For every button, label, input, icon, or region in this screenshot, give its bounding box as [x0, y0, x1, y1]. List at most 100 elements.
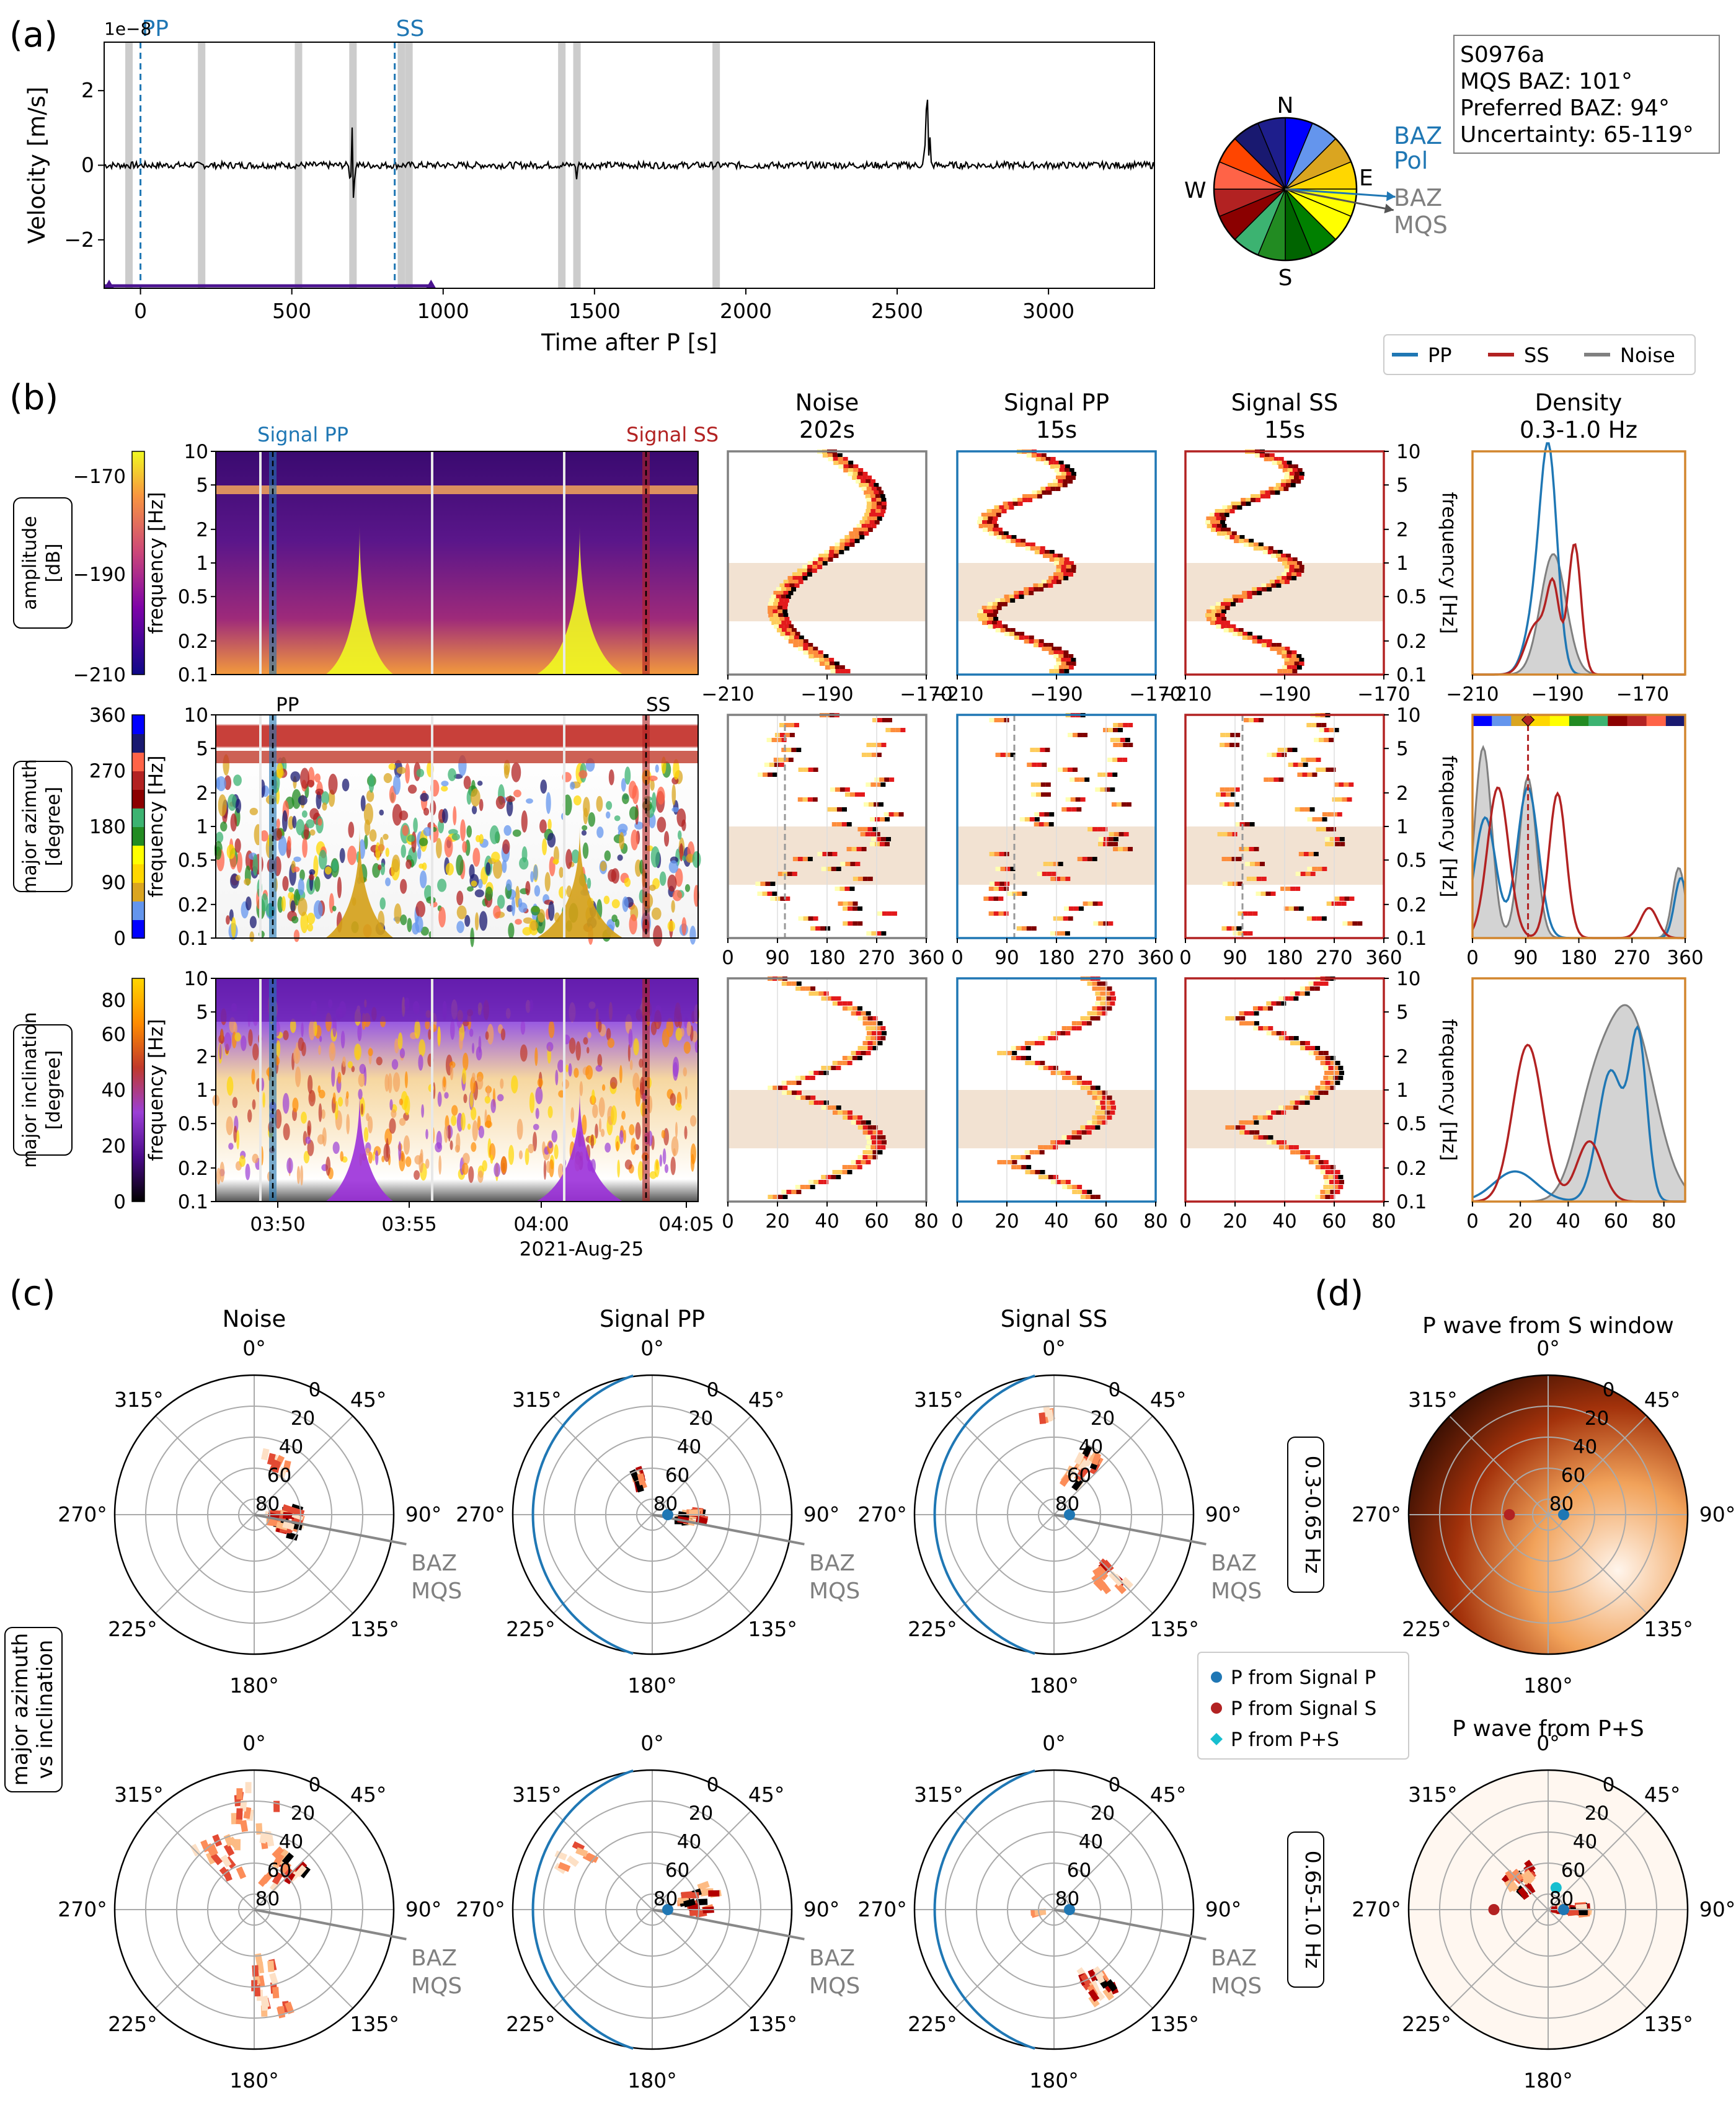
- freq-axis-label: frequency [Hz]: [1438, 755, 1460, 897]
- hist-cell: [1281, 1140, 1286, 1145]
- inclination-blob: [414, 1019, 420, 1039]
- freq-tick-label: 1: [196, 816, 208, 838]
- azimuth-blob: [692, 851, 701, 868]
- hist-cell: [843, 901, 848, 906]
- hist-cell: [861, 847, 867, 851]
- hist-cell: [1323, 981, 1329, 986]
- polar-rim: [113, 1374, 395, 1655]
- hist-cell: [1292, 748, 1298, 752]
- hist-cell: [1299, 569, 1304, 573]
- polar-rim: [1407, 1769, 1689, 2050]
- azimuth-blob: [290, 771, 301, 782]
- hist-cell: [827, 453, 833, 458]
- polar-cell: [1076, 1456, 1086, 1469]
- inclination-blob: [319, 1035, 322, 1042]
- hist-cell: [1293, 1145, 1299, 1149]
- inclination-blob: [586, 1047, 590, 1054]
- hist-cell: [805, 986, 811, 991]
- hist-cell: [875, 782, 881, 787]
- hist-cell: [1299, 658, 1304, 662]
- series-legend: PP SS Noise: [1383, 334, 1696, 375]
- azimuth-blob: [220, 822, 228, 832]
- hist-cell: [773, 1086, 778, 1090]
- inclination-blob: [516, 1118, 523, 1140]
- inclination-blob: [241, 1035, 247, 1052]
- hist-cell: [1324, 1180, 1329, 1184]
- inclination-blob: [471, 1107, 477, 1120]
- hist-cell: [1080, 1125, 1086, 1130]
- hist-cell: [991, 509, 997, 513]
- hist-cell: [1329, 837, 1335, 841]
- hist-cell: [1266, 1001, 1272, 1006]
- polar-angle-label: 225°: [506, 1617, 556, 1641]
- hist-cell: [1116, 802, 1122, 807]
- hist-cell: [1209, 513, 1215, 517]
- polar-cell: [279, 1861, 292, 1874]
- y-axis-label: Velocity [m/s]: [24, 87, 50, 244]
- hist-cell: [1320, 1170, 1326, 1174]
- azimuth-blob: [420, 926, 429, 936]
- hist-cell: [771, 595, 776, 599]
- hist-cell: [1276, 1140, 1282, 1145]
- hist-cell: [1070, 797, 1076, 802]
- azimuth-blob: [534, 885, 541, 897]
- azimuth-blob: [445, 862, 454, 876]
- azimuth-blob: [552, 859, 559, 864]
- hist-cell: [870, 509, 876, 513]
- hist-cell: [1063, 906, 1069, 911]
- colorbar-tick: 0: [113, 1191, 126, 1213]
- event-cone: [326, 1090, 394, 1202]
- freq-axis-label: frequency [Hz]: [145, 755, 167, 897]
- hist-cell: [1056, 472, 1061, 476]
- hist-cell: [1066, 565, 1071, 569]
- hist-cell: [779, 624, 784, 629]
- polar-cell: [1512, 1869, 1524, 1882]
- colorbar-tick: 270: [89, 760, 126, 782]
- hist-cell: [791, 748, 797, 752]
- hist-cell: [1325, 1061, 1331, 1065]
- hist-cell: [861, 1011, 866, 1016]
- hist-cell: [842, 1001, 848, 1006]
- hist-cell: [1268, 546, 1273, 551]
- polar-cell: [1096, 1568, 1109, 1581]
- hist-cell: [1235, 733, 1241, 737]
- azimuth-strip: [1588, 715, 1609, 726]
- inclination-blob: [357, 1023, 362, 1042]
- hist-cell: [1221, 857, 1227, 861]
- freq-tick-label: 0.2: [1396, 1158, 1427, 1180]
- hist-cell: [1227, 832, 1233, 836]
- hist-cell: [798, 647, 804, 651]
- hist-cell: [1284, 662, 1290, 666]
- azimuth-blob: [394, 903, 402, 924]
- hist-cell: [1258, 1135, 1264, 1140]
- hist-cell: [842, 1006, 848, 1011]
- hist-cell: [1066, 1076, 1072, 1080]
- freq-tick-label: 0.5: [178, 1113, 208, 1135]
- hist-cell: [1232, 595, 1238, 599]
- hist-cell: [808, 768, 813, 772]
- hist-cell: [1216, 516, 1221, 521]
- row-label-text: amplitude: [19, 516, 41, 610]
- inclination-blob: [444, 1125, 448, 1143]
- azimuth-blob: [292, 815, 297, 829]
- hist-cell: [1210, 621, 1215, 625]
- polar-angle-label: 90°: [804, 1897, 840, 1921]
- azimuth-blob: [651, 907, 662, 920]
- hist-cell: [1060, 1180, 1066, 1184]
- hist-cell: [843, 906, 848, 911]
- inclination-blob: [628, 1029, 633, 1048]
- hist-cell: [1257, 591, 1262, 595]
- hist-cell: [1040, 1170, 1045, 1174]
- hist-cell: [1308, 981, 1314, 986]
- hist-cell: [805, 1076, 810, 1080]
- hist-cell: [1034, 587, 1039, 591]
- hist-cell: [1071, 569, 1076, 573]
- event-info-line: Uncertainty: 65-119°: [1460, 122, 1694, 148]
- hist-cell: [1234, 743, 1240, 747]
- hist-cell: [1224, 513, 1229, 517]
- hist-x-tick-label: 180: [1266, 947, 1303, 969]
- hist-cell: [992, 613, 998, 618]
- hist-x-tick-label: 0: [951, 1210, 963, 1233]
- inclination-blob: [450, 1019, 455, 1040]
